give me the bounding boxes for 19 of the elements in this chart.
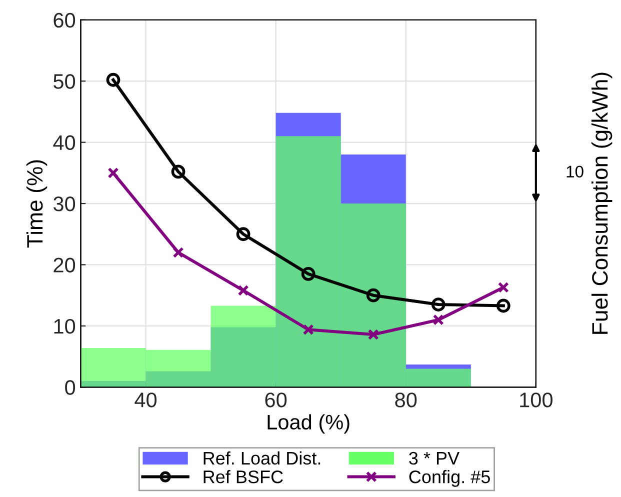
- y-tick-label: 0: [65, 380, 76, 395]
- x-tick-label: 100: [520, 392, 552, 408]
- x-axis-title: Load (%): [268, 414, 350, 434]
- y-tick-label: 10: [54, 318, 76, 334]
- y-tick-label: 60: [54, 12, 76, 28]
- y-tick-label: 50: [54, 74, 76, 89]
- legend-label: 3 * PV: [409, 452, 460, 465]
- x-tick-label: 40: [134, 392, 157, 408]
- text: 10: [566, 166, 584, 178]
- legend-label: Ref BSFC: [204, 470, 283, 484]
- legend-label: Config. #5: [409, 470, 490, 487]
- x-tick-label: 80: [395, 392, 417, 408]
- y-tick-label: 40: [53, 135, 76, 150]
- y-tick-label: 30: [53, 196, 76, 212]
- y-tick-label: 20: [54, 258, 76, 272]
- y-axis-title: Time (%): [26, 160, 48, 248]
- y2-axis-title: Fuel Consumption (g/kWh): [591, 72, 612, 334]
- x-tick-label: 60: [265, 392, 287, 408]
- legend-label: Ref. Load Dist.: [204, 451, 320, 465]
